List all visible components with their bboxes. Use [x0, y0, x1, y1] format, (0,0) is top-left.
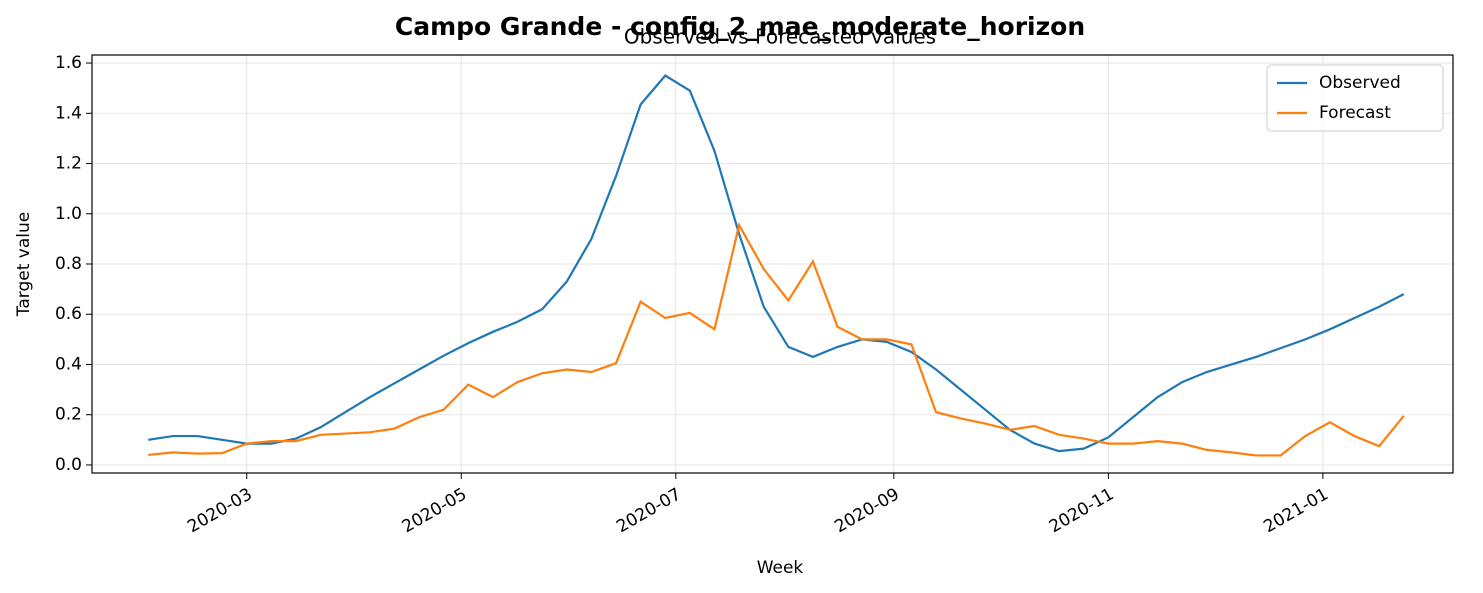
x-tick-label: 2020-03	[184, 484, 256, 537]
x-tick-label: 2021-01	[1260, 484, 1332, 537]
y-tick-label: 0.8	[55, 254, 82, 274]
y-tick-label: 0.4	[55, 354, 82, 374]
y-tick-label: 0.2	[55, 405, 82, 425]
legend-label: Observed	[1319, 73, 1401, 93]
y-tick-label: 1.4	[55, 103, 82, 123]
x-tick-label: 2020-07	[613, 484, 685, 537]
x-axis-label: Week	[757, 558, 804, 578]
legend-label: Forecast	[1319, 103, 1391, 123]
y-tick-label: 1.0	[55, 204, 82, 224]
x-tick-label: 2020-09	[831, 484, 903, 537]
legend-box	[1266, 64, 1444, 132]
plot-frame	[91, 54, 1454, 474]
y-tick-label: 1.6	[55, 53, 82, 73]
series-line	[148, 222, 1405, 457]
y-tick-label: 0.6	[55, 304, 82, 324]
y-tick-label: 0.0	[55, 455, 82, 475]
series-line	[148, 74, 1405, 453]
x-tick-label: 2020-11	[1046, 484, 1118, 537]
chart-subtitle: Observed vs Forecasted values	[624, 25, 936, 49]
x-tick-label: 2020-05	[399, 484, 471, 537]
y-tick-label: 1.2	[55, 154, 82, 174]
chart-title: Campo Grande - config_2_mae_moderate_hor…	[395, 12, 1085, 41]
y-axis-label: Target value	[14, 212, 34, 317]
